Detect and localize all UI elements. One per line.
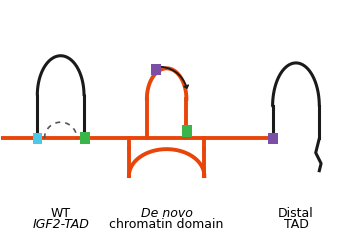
Text: WT: WT [51,207,71,220]
FancyBboxPatch shape [182,125,192,137]
FancyBboxPatch shape [33,133,42,144]
FancyBboxPatch shape [80,132,90,144]
Text: chromatin domain: chromatin domain [109,218,224,231]
Text: IGF2-TAD: IGF2-TAD [32,218,89,231]
Text: TAD: TAD [283,218,308,231]
FancyBboxPatch shape [268,133,278,144]
Text: Distal: Distal [278,207,314,220]
Text: De novo: De novo [141,207,193,220]
FancyBboxPatch shape [151,64,161,75]
